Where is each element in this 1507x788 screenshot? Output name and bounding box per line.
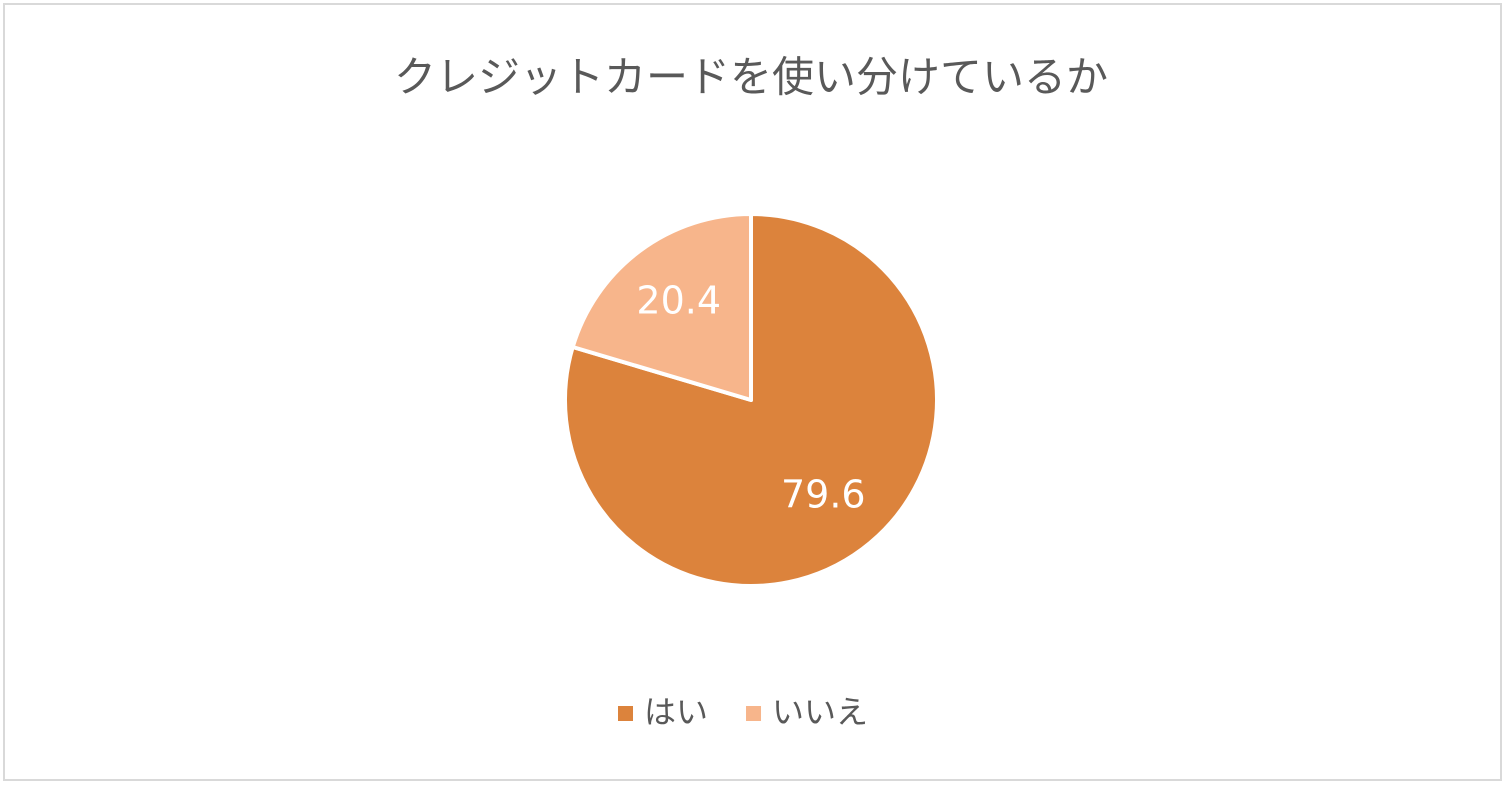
- chart-title: クレジットカードを使い分けているか: [394, 53, 1108, 102]
- legend-swatch: [618, 706, 633, 721]
- legend-swatch: [746, 706, 762, 721]
- legend-label: はい: [644, 693, 708, 731]
- data-label: 20.4: [636, 279, 721, 323]
- legend-label: いいえ: [772, 693, 868, 731]
- data-label: 79.6: [781, 472, 866, 516]
- pie-slice: [570, 212, 753, 402]
